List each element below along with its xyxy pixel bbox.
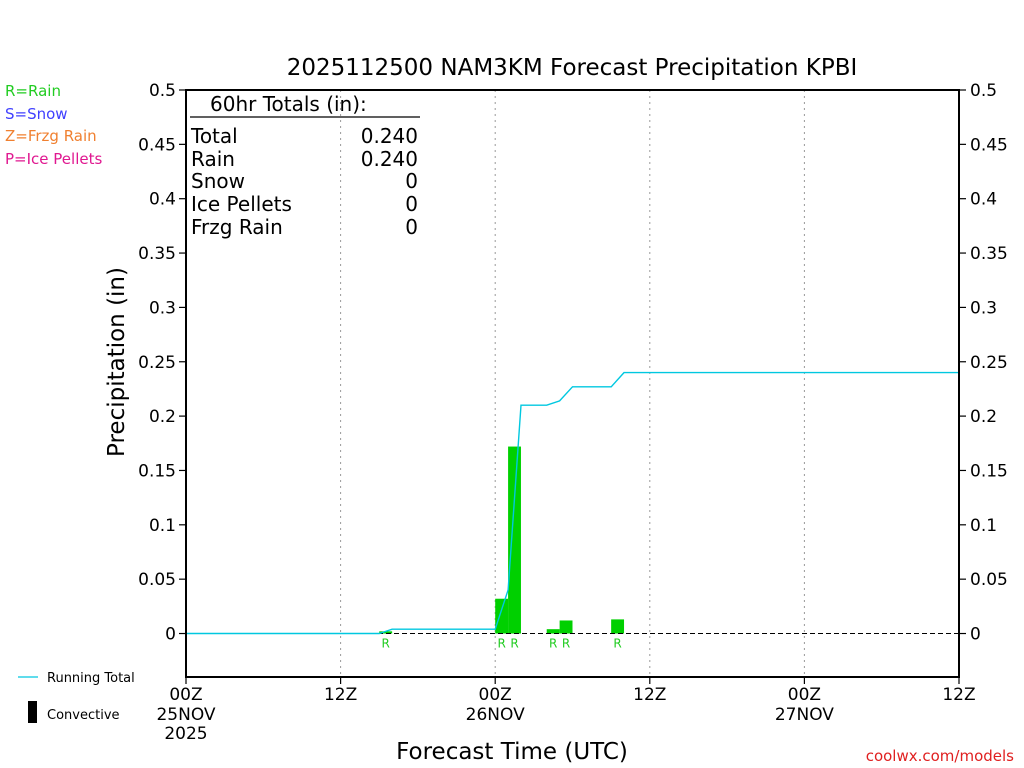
running-total-legend-label: Running Total: [47, 671, 135, 686]
convective-legend-label: Convective: [47, 708, 120, 723]
legend-frzg-rain: Z=Frzg Rain: [5, 127, 97, 145]
x-tick-time-label: 00Z: [788, 685, 821, 705]
x-tick-date-label: 27NOV: [775, 705, 834, 725]
x-tick-date-label: 25NOV: [156, 705, 215, 725]
y-tick-label-right: 0.35: [970, 244, 1008, 264]
y-tick-label-right: 0.45: [970, 135, 1008, 155]
precip-type-label: R: [562, 637, 570, 651]
x-tick-date-label: 26NOV: [466, 705, 525, 725]
rain-total-value: 0.240: [361, 147, 418, 171]
y-tick-label-left: 0.3: [149, 298, 176, 318]
frzg-rain-total-label: Frzg Rain: [191, 215, 283, 239]
y-tick-label-left: 0.4: [149, 190, 176, 210]
legend-snow: S=Snow: [5, 105, 68, 123]
x-tick-time-label: 12Z: [942, 685, 975, 705]
y-tick-label-right: 0.25: [970, 353, 1008, 373]
y-tick-label-right: 0.15: [970, 461, 1008, 481]
y-tick-label-left: 0: [165, 625, 176, 645]
precip-bar: [508, 446, 521, 634]
precip-type-label: R: [549, 637, 557, 651]
credit-text: coolwx.com/models: [866, 747, 1014, 765]
precip-type-label: R: [613, 637, 621, 651]
running-total-line: [186, 371, 959, 635]
total-label: Total: [190, 124, 238, 148]
legend-ice-pellets: P=Ice Pellets: [5, 150, 102, 168]
precip-bar: [611, 619, 625, 634]
snow-total-value: 0: [405, 169, 418, 193]
x-tick-time-label: 12Z: [324, 685, 357, 705]
rain-total-label: Rain: [191, 147, 235, 171]
y-tick-label-right: 0.5: [970, 81, 997, 101]
y-axis-right: 0 0.05 0.1 0.15 0.2 0.25 0.3 0.35 0.4 0.45 0.5: [959, 81, 1008, 645]
y-tick-label-right: 0.3: [970, 298, 997, 318]
ice-pellets-total-value: 0: [405, 192, 418, 216]
precip-type-label: R: [510, 637, 518, 651]
y-tick-label-right: 0.1: [970, 516, 997, 536]
y-tick-label-right: 0.05: [970, 570, 1008, 590]
totals-heading: 60hr Totals (in):: [210, 92, 367, 116]
y-axis-left: 0 0.05 0.1 0.15 0.2 0.25 0.3 0.35 0.4 0.45 0.5: [138, 81, 186, 645]
precip-type-label: R: [497, 637, 505, 651]
y-tick-label-left: 0.1: [149, 516, 176, 536]
totals-box: 60hr Totals (in): Total 0.240 Rain 0.240…: [190, 92, 420, 239]
x-tick-time-label: 00Z: [479, 685, 512, 705]
total-value: 0.240: [361, 124, 418, 148]
y-tick-label-right: 0.2: [970, 407, 997, 427]
convective-legend-swatch: [28, 701, 37, 723]
x-tick-time-label: 12Z: [633, 685, 666, 705]
grid-lines: [340, 90, 805, 677]
ice-pellets-total-label: Ice Pellets: [191, 192, 292, 216]
precip-bar: [546, 629, 560, 634]
x-tick-year-label: 2025: [164, 724, 207, 744]
y-axis-title: Precipitation (in): [104, 267, 130, 457]
snow-total-label: Snow: [191, 169, 245, 193]
precip-bar: [495, 598, 509, 634]
y-tick-label-left: 0.05: [138, 570, 176, 590]
y-tick-label-left: 0.35: [138, 244, 176, 264]
plot-frame: [185, 89, 960, 678]
y-tick-label-right: 0: [970, 625, 981, 645]
y-tick-label-left: 0.2: [149, 407, 176, 427]
legend-rain: R=Rain: [5, 82, 61, 100]
precip-bars: [379, 446, 625, 634]
type-legend: R=Rain S=Snow Z=Frzg Rain P=Ice Pellets: [5, 82, 102, 168]
y-tick-label-left: 0.25: [138, 353, 176, 373]
x-tick-time-label: 00Z: [169, 685, 202, 705]
precip-type-label: R: [382, 637, 390, 651]
y-tick-label-left: 0.5: [149, 81, 176, 101]
chart-title: 2025112500 NAM3KM Forecast Precipitation…: [287, 55, 858, 81]
line-legend: Running Total Convective: [18, 671, 135, 723]
frzg-rain-total-value: 0: [405, 215, 418, 239]
y-tick-label-left: 0.15: [138, 461, 176, 481]
precip-bar: [559, 620, 573, 634]
y-tick-label-left: 0.45: [138, 135, 176, 155]
y-tick-label-right: 0.4: [970, 190, 997, 210]
precip-bar: [379, 631, 393, 634]
x-axis-title: Forecast Time (UTC): [396, 739, 628, 765]
